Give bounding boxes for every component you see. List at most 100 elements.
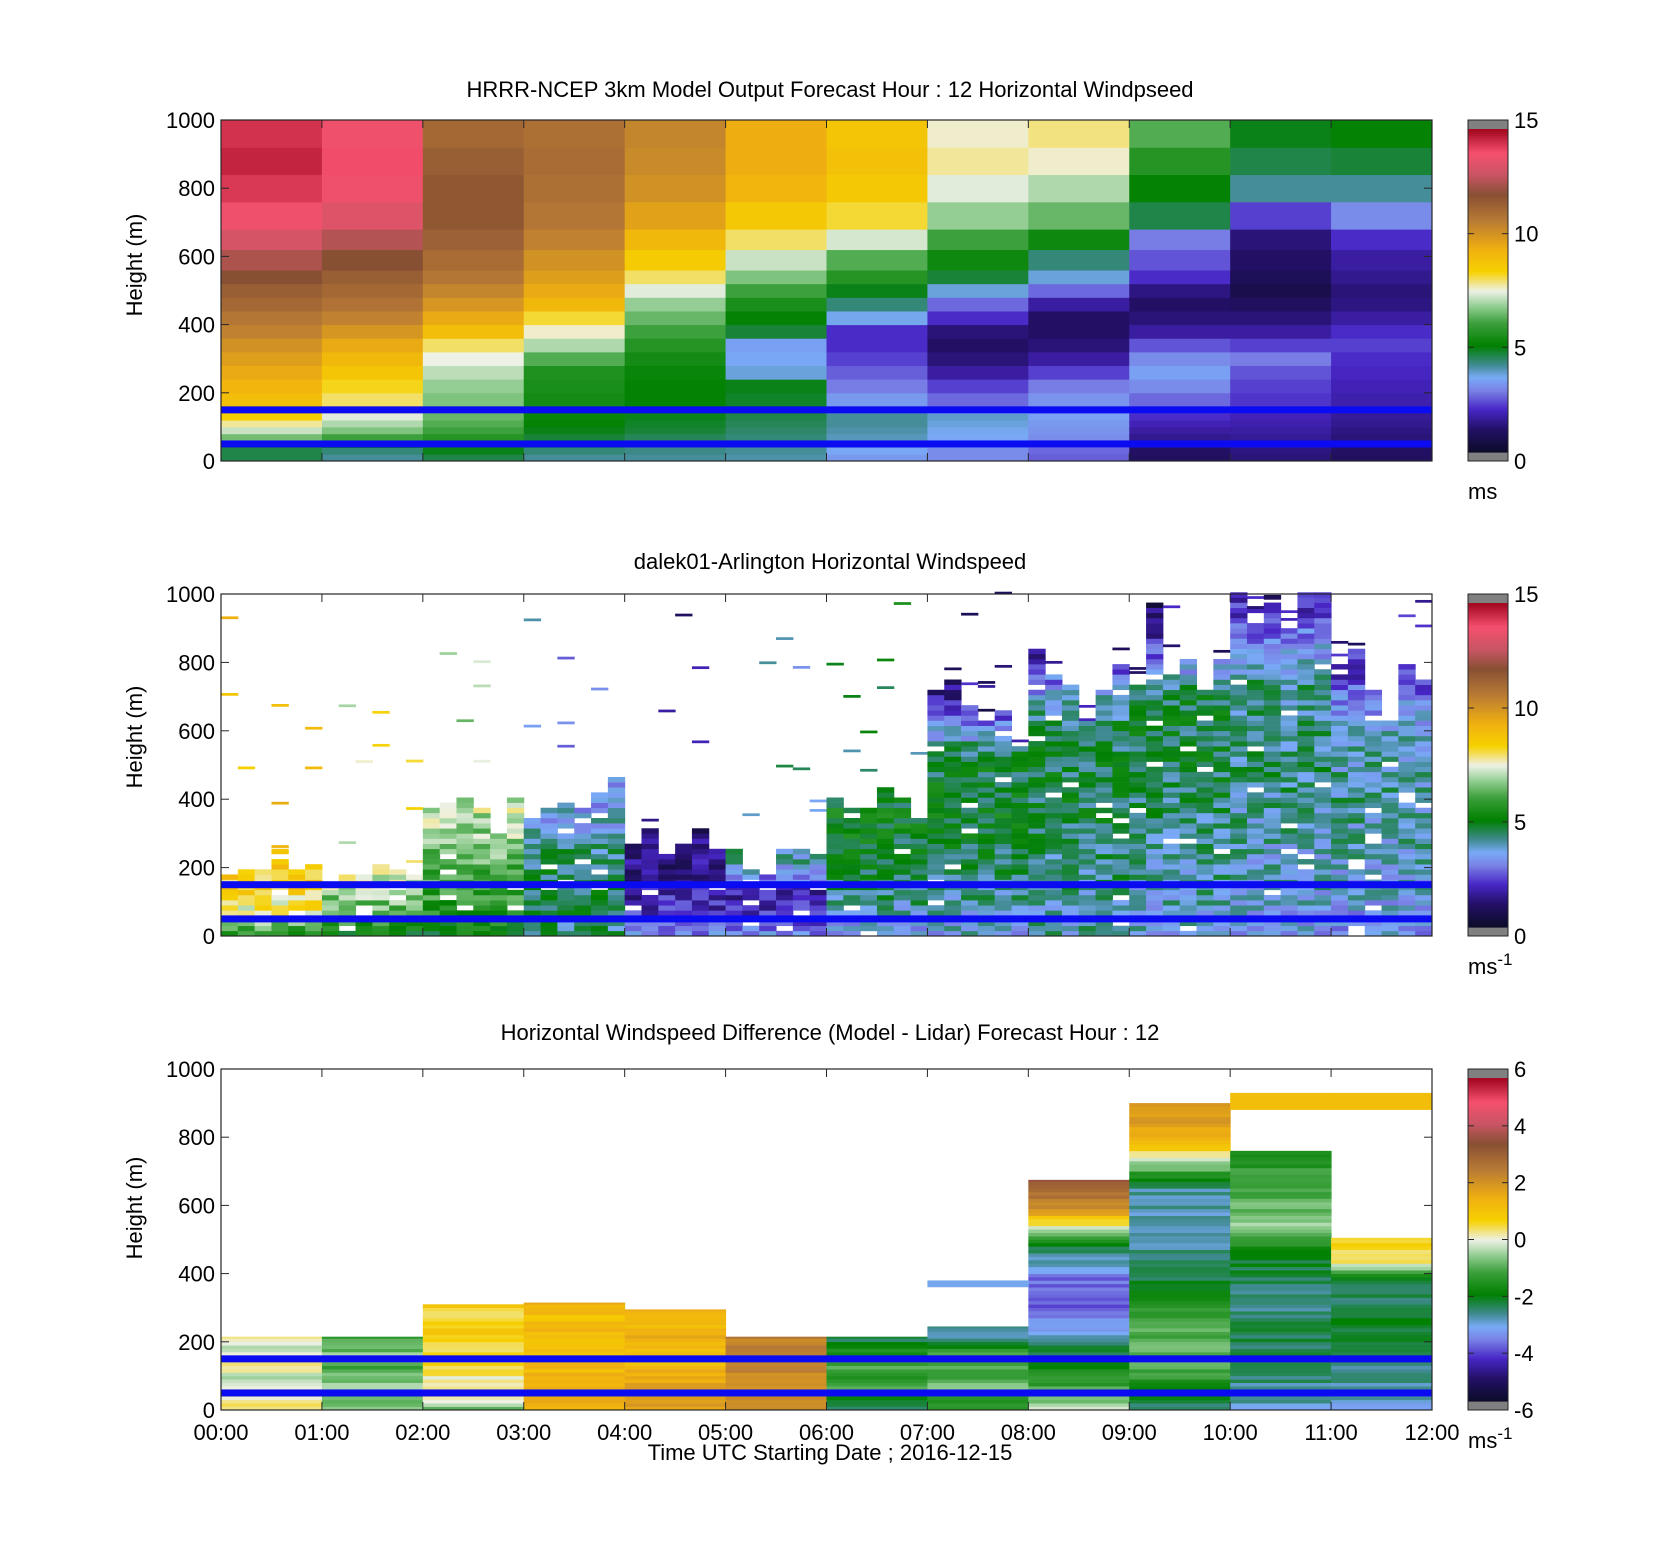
heatmap-cell <box>1246 658 1265 665</box>
colorbar-swatch <box>1468 1151 1508 1154</box>
heatmap-cell <box>1297 710 1315 716</box>
heatmap-cell <box>1230 694 1248 701</box>
heatmap-cell <box>1314 617 1332 624</box>
heatmap-cell <box>624 1382 727 1387</box>
heatmap-cell <box>1263 638 1282 644</box>
heatmap-cell <box>725 420 827 428</box>
colorbar-tick-label: 0 <box>1514 1228 1526 1253</box>
heatmap-cell <box>1129 869 1147 875</box>
heatmap-cell <box>994 838 1013 844</box>
heatmap-cell <box>1028 1365 1130 1370</box>
heatmap-cell <box>860 843 878 850</box>
heatmap-cell <box>1331 869 1349 875</box>
heatmap-cell <box>1095 838 1113 844</box>
heatmap-cell <box>1230 1219 1332 1223</box>
heatmap-cell <box>1028 433 1130 442</box>
heatmap-cell <box>254 869 272 875</box>
heatmap-cell <box>1213 823 1231 829</box>
heatmap-cell <box>826 930 844 937</box>
colorbar-swatch <box>1468 909 1508 913</box>
heatmap-cell <box>1179 689 1198 696</box>
heatmap-cell <box>1028 1219 1130 1223</box>
heatmap-cell <box>1230 1386 1332 1390</box>
heatmap-cell <box>1061 848 1080 855</box>
heatmap-cell <box>1331 715 1349 721</box>
heatmap-cell <box>574 889 592 896</box>
heatmap-cell <box>1213 751 1231 757</box>
heatmap-cell <box>607 797 626 803</box>
heatmap-cell <box>574 925 592 932</box>
heatmap-cell <box>961 910 979 916</box>
heatmap-cell <box>237 930 256 937</box>
heatmap-cell <box>305 900 323 906</box>
heatmap-cell <box>826 365 928 380</box>
colorbar-swatch <box>1468 148 1508 152</box>
heatmap-cell <box>876 823 895 829</box>
heatmap-cell <box>271 905 289 911</box>
heatmap-cell <box>1095 725 1113 732</box>
heatmap-cell <box>1061 823 1080 829</box>
heatmap-cell <box>574 848 592 855</box>
heatmap-cell <box>1331 848 1349 855</box>
heatmap-cell <box>473 759 491 763</box>
colorbar-swatch <box>1468 284 1508 287</box>
heatmap-cell <box>759 874 777 880</box>
colorbar-swatch <box>1468 905 1508 909</box>
heatmap-cell <box>1398 669 1416 675</box>
heatmap-cell <box>742 910 760 916</box>
heatmap-cell <box>1246 838 1265 844</box>
heatmap-cell <box>977 853 996 860</box>
heatmap-cell <box>961 787 979 793</box>
heatmap-cell <box>910 859 928 865</box>
heatmap-cell <box>372 925 390 932</box>
heatmap-cell <box>1028 1249 1130 1254</box>
heatmap-cell <box>439 828 457 834</box>
heatmap-cell <box>1129 1212 1231 1216</box>
heatmap-cell <box>1398 874 1416 880</box>
heatmap-cell <box>557 894 575 901</box>
heatmap-cell <box>1230 1372 1332 1377</box>
heatmap-cell <box>860 812 878 819</box>
heatmap-cell <box>523 920 542 927</box>
heatmap-cell <box>961 751 979 757</box>
heatmap-cell <box>1230 1236 1332 1240</box>
colorbar-swatch <box>1468 756 1508 760</box>
heatmap-cell <box>1028 1259 1130 1264</box>
colorbar-swatch <box>1468 1271 1508 1275</box>
heatmap-cell <box>523 1406 626 1411</box>
heatmap-cell <box>1011 776 1029 783</box>
colorbar-swatch <box>1468 1368 1508 1372</box>
heatmap-cell <box>1011 746 1029 752</box>
colorbar-swatch <box>1468 801 1508 805</box>
heatmap-cell <box>439 833 457 839</box>
heatmap-cell <box>1263 797 1282 803</box>
heatmap-cell <box>1095 782 1113 788</box>
heatmap-cell <box>826 1379 928 1384</box>
colorbar-swatch <box>1468 641 1508 645</box>
colorbar-swatch <box>1468 1155 1508 1159</box>
heatmap-cell <box>893 900 912 906</box>
heatmap-cell <box>321 147 424 176</box>
heatmap-cell <box>843 818 861 824</box>
heatmap-cell <box>910 823 928 829</box>
colorbar-swatch <box>1468 258 1508 261</box>
heatmap-cell <box>809 859 827 865</box>
heatmap-cell <box>1129 1154 1231 1158</box>
heatmap-cell <box>1179 894 1198 901</box>
heatmap-cell <box>1331 797 1349 803</box>
heatmap-cell <box>1095 741 1113 747</box>
heatmap-cell <box>708 930 727 937</box>
heatmap-cell <box>540 812 558 819</box>
colorbar-swatch <box>1468 396 1508 399</box>
heatmap-cell <box>1331 720 1349 726</box>
heatmap-cell <box>725 283 827 298</box>
heatmap-cell <box>1028 297 1130 312</box>
heatmap-cell <box>557 869 575 875</box>
heatmap-cell <box>961 720 979 726</box>
heatmap-cell <box>456 823 474 829</box>
heatmap-cell <box>1146 905 1164 911</box>
colorbar-swatch <box>1468 342 1508 345</box>
heatmap-cell <box>1196 694 1214 701</box>
heatmap-cell <box>1011 807 1029 814</box>
heatmap-cell <box>1179 776 1198 783</box>
